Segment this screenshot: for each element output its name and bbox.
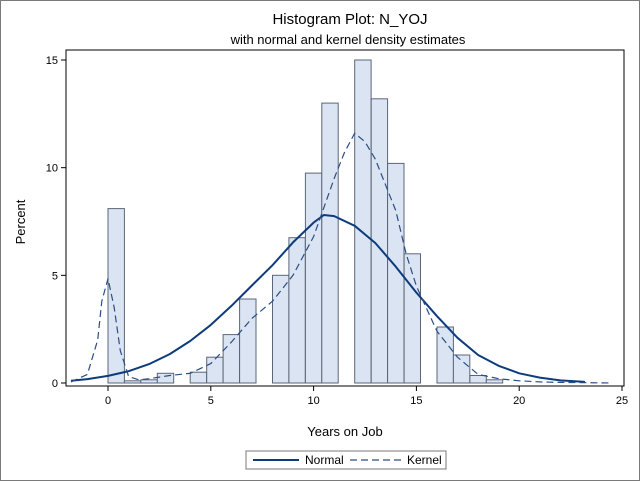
histogram-bar xyxy=(123,380,142,384)
histogram-bar xyxy=(403,253,422,384)
legend: Normal Kernel xyxy=(245,450,447,470)
chart-title: Histogram Plot: N_YOJ xyxy=(272,11,427,28)
y-tick-label: 5 xyxy=(52,270,58,282)
kernel-density-line xyxy=(70,132,612,384)
chart-subtitle: with normal and kernel density estimates xyxy=(230,32,466,47)
normal-density-line xyxy=(70,214,586,383)
histogram-bar xyxy=(321,102,339,384)
legend-normal-label: Normal xyxy=(305,453,344,467)
x-tick-label: 25 xyxy=(616,395,628,407)
x-axis-label: Years on Job xyxy=(307,424,382,439)
x-tick-label: 5 xyxy=(208,395,214,407)
y-tick-label: 10 xyxy=(46,163,58,175)
histogram-bars xyxy=(107,59,504,384)
histogram-bar xyxy=(304,172,323,384)
x-tick-label: 10 xyxy=(307,395,319,407)
histogram-bar xyxy=(206,356,224,384)
histogram-bar xyxy=(354,59,372,384)
histogram-bar xyxy=(140,379,158,384)
x-tick-label: 0 xyxy=(105,395,111,407)
histogram-bar xyxy=(436,326,454,384)
legend-kernel-label: Kernel xyxy=(407,453,442,467)
x-tick-label: 15 xyxy=(410,395,422,407)
x-tick-label: 20 xyxy=(513,395,525,407)
density-curves xyxy=(70,132,612,384)
histogram-bar xyxy=(469,375,487,384)
histogram-bar xyxy=(288,237,306,384)
y-axis-ticks: 0 5 10 15 xyxy=(46,55,66,390)
legend-box xyxy=(245,450,447,470)
y-tick-label: 0 xyxy=(52,378,58,390)
y-tick-label: 15 xyxy=(46,55,58,67)
histogram-bar xyxy=(239,298,257,384)
histogram-bar xyxy=(156,372,175,384)
histogram-bar xyxy=(485,379,504,384)
histogram-bar xyxy=(107,208,125,384)
histogram-bar xyxy=(452,354,471,384)
x-axis-ticks: 0 5 10 15 20 25 xyxy=(105,386,628,407)
plot-area xyxy=(65,49,625,387)
histogram-bar xyxy=(189,371,208,384)
y-axis-label: Percent xyxy=(13,199,28,244)
